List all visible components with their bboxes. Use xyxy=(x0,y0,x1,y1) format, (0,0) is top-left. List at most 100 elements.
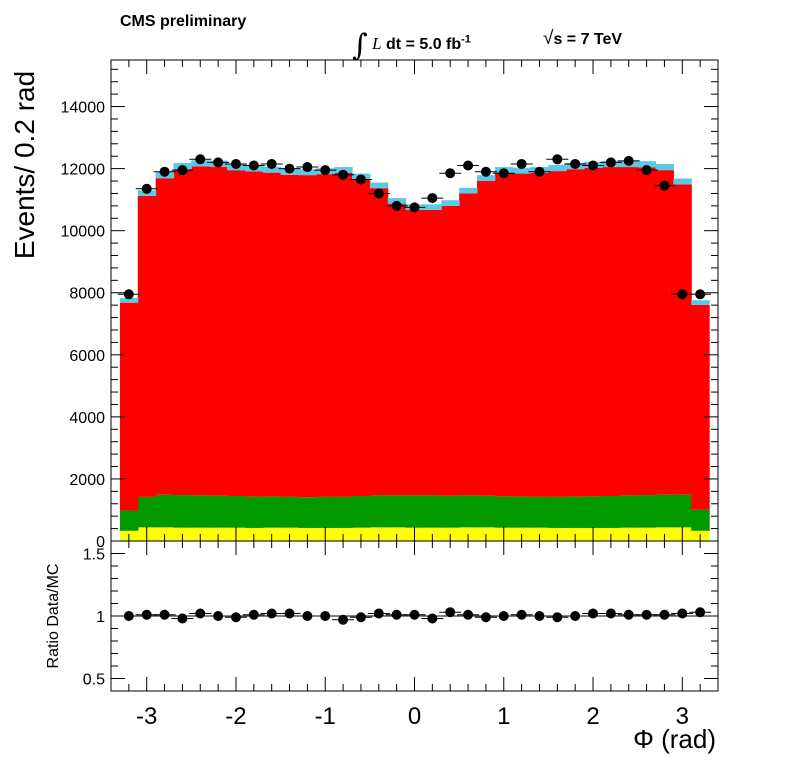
ratio-point xyxy=(516,609,527,620)
histogram-bin-main-bkg xyxy=(227,170,246,497)
histogram-bin-cyan-bkg xyxy=(548,164,567,172)
histogram-bin-green-bkg xyxy=(352,496,371,528)
histogram-bin-green-bkg xyxy=(584,496,603,528)
histogram-bin-green-bkg xyxy=(209,495,228,528)
histogram-bin-main-bkg xyxy=(209,166,228,496)
histogram-bin-green-bkg xyxy=(637,495,657,528)
x-axis-label: Φ (rad) xyxy=(633,724,716,754)
histogram-bin-cyan-bkg xyxy=(441,200,460,206)
histogram-bin-cyan-bkg xyxy=(119,298,139,303)
histogram-bin-cyan-bkg xyxy=(369,182,389,189)
histogram-bin-main-bkg xyxy=(530,172,549,497)
histogram-bin-green-bkg xyxy=(423,495,442,528)
luminosity-exponent: -1 xyxy=(461,33,471,46)
histogram-bin-green-bkg xyxy=(476,495,496,528)
energy-value: s = 7 TeV xyxy=(553,31,623,48)
data-point xyxy=(177,165,188,176)
histogram-bin-green-bkg xyxy=(691,509,710,531)
data-point xyxy=(302,162,313,173)
histogram-bin-green-bkg xyxy=(530,496,549,528)
histogram-bin-cyan-bkg xyxy=(262,166,282,173)
x-tick-label: 2 xyxy=(586,703,599,730)
data-point xyxy=(159,166,170,177)
data-point xyxy=(570,158,581,169)
histogram-bin-main-bkg xyxy=(155,178,175,495)
histogram-bin-green-bkg xyxy=(298,497,317,528)
histogram-bin-cyan-bkg xyxy=(476,175,496,182)
histogram-bin-main-bkg xyxy=(476,181,496,496)
data-point xyxy=(373,188,384,199)
histogram-bin-main-bkg xyxy=(334,172,353,497)
ratio-point xyxy=(480,612,491,623)
y-tick-label: 10000 xyxy=(61,224,106,241)
histogram-bin-green-bkg xyxy=(244,496,264,528)
histogram-bin-main-bkg xyxy=(298,175,317,498)
ratio-point xyxy=(302,611,313,621)
histogram-bin-main-bkg xyxy=(673,184,692,495)
histogram-bin-main-bkg xyxy=(655,170,674,495)
ratio-point xyxy=(409,609,420,620)
data-point xyxy=(123,289,134,300)
x-tick-label: 3 xyxy=(676,703,689,730)
histogram-bin-green-bkg xyxy=(387,495,407,528)
ratio-point xyxy=(355,612,366,623)
histogram-bin-green-bkg xyxy=(548,496,567,528)
data-point xyxy=(391,200,402,211)
histogram-bin-main-bkg xyxy=(262,172,282,497)
histogram-bin-main-bkg xyxy=(191,166,210,496)
energy-label: √s = 7 TeV xyxy=(543,28,622,50)
data-point xyxy=(534,166,545,177)
histogram-bin-main-bkg xyxy=(459,193,478,496)
ratio-point xyxy=(159,609,170,620)
ratio-point xyxy=(570,611,581,621)
y-axis-label: Events/ 0.2 rad xyxy=(9,71,40,259)
ratio-point xyxy=(248,609,259,620)
ratio-point xyxy=(677,608,688,619)
ratio-point xyxy=(463,609,474,620)
data-point xyxy=(695,289,706,300)
histogram-bin-main-bkg xyxy=(637,167,657,496)
histogram-bin-green-bkg xyxy=(173,495,192,528)
ratio-point xyxy=(445,607,456,618)
histogram-bin-green-bkg xyxy=(119,510,139,531)
ratio-point xyxy=(659,609,670,620)
histogram-bin-main-bkg xyxy=(619,167,639,496)
data-point xyxy=(266,158,277,169)
stacked-histogram xyxy=(119,160,710,541)
ratio-point xyxy=(427,613,438,624)
data-point xyxy=(588,160,599,171)
histogram-bin-main-bkg xyxy=(441,205,460,496)
ratio-point xyxy=(641,609,652,620)
histogram-bin-green-bkg xyxy=(334,496,353,528)
y-tick-label: 6000 xyxy=(69,348,105,365)
histogram-bin-green-bkg xyxy=(655,494,674,528)
histogram-bin-green-bkg xyxy=(155,494,175,528)
histogram-bin-main-bkg xyxy=(494,172,514,497)
histogram-bin-cyan-bkg xyxy=(512,167,532,174)
ratio-y-tick-label: 0.5 xyxy=(83,672,105,689)
integral-sign: ∫ xyxy=(352,28,368,63)
histogram-bin-green-bkg xyxy=(494,496,514,528)
histogram-bin-main-bkg xyxy=(423,209,442,496)
histogram-bin-main-bkg xyxy=(512,173,532,497)
data-point xyxy=(552,154,563,165)
data-point xyxy=(195,154,206,165)
data-point xyxy=(498,168,509,179)
data-point xyxy=(463,160,474,171)
histogram-bin-main-bkg xyxy=(584,167,603,497)
histogram-bin-green-bkg xyxy=(601,496,621,528)
histogram-bin-main-bkg xyxy=(280,174,300,497)
histogram-bin-green-bkg xyxy=(619,495,639,528)
histogram-bin-main-bkg xyxy=(601,167,621,497)
ratio-y-tick-label: 1 xyxy=(96,609,105,626)
y-tick-label: 0 xyxy=(96,534,105,551)
histogram-bin-cyan-bkg xyxy=(423,204,442,210)
histogram-bin-main-bkg xyxy=(137,195,157,497)
y-tick-label: 12000 xyxy=(61,162,106,179)
histogram-bin-green-bkg xyxy=(459,495,478,528)
histogram-bin-main-bkg xyxy=(405,209,425,496)
sqrt-symbol: √ xyxy=(543,28,554,49)
histogram-bin-cyan-bkg xyxy=(298,169,317,176)
ratio-point xyxy=(177,613,188,624)
ratio-point xyxy=(141,609,152,620)
